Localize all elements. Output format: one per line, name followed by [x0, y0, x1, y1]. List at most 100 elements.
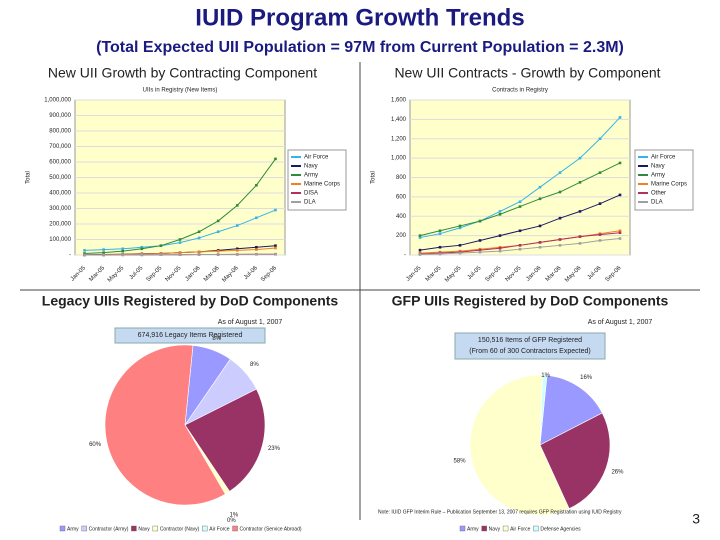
chart-title: New UII Contracts - Growth by Component — [394, 65, 660, 81]
data-point — [438, 229, 442, 233]
x-tick-label: Nov-05 — [165, 265, 183, 283]
legend-label: Other — [651, 191, 666, 197]
x-tick-label: Jan-06 — [525, 265, 543, 283]
data-point — [274, 246, 277, 250]
chart-title: GFP UIIs Registered by DoD Components — [392, 293, 669, 309]
data-point — [578, 242, 582, 245]
data-point — [178, 241, 182, 244]
data-point — [438, 252, 442, 256]
y-tick-label: 400,000 — [49, 191, 71, 197]
data-point — [478, 239, 482, 242]
y-axis-label: Total — [371, 171, 377, 184]
data-point — [235, 247, 239, 251]
legend-label: Marine Corps — [651, 182, 687, 188]
legend-label: Air Force — [651, 155, 676, 161]
legend-swatch — [502, 525, 509, 532]
legend-swatch — [131, 525, 137, 532]
data-point — [121, 247, 125, 251]
slice-label: 8% — [212, 336, 221, 342]
data-point — [518, 200, 522, 204]
data-point — [140, 245, 144, 249]
data-point — [578, 235, 582, 238]
y-tick-label: - — [69, 253, 71, 259]
y-tick-label: 500,000 — [49, 175, 71, 181]
y-tick-label: 200 — [396, 233, 407, 239]
data-point — [478, 248, 482, 252]
y-tick-label: 200,000 — [49, 222, 71, 228]
pie-slice — [539, 412, 611, 510]
data-point — [121, 249, 125, 253]
legend-label: Contractor (Service Abroad) — [240, 526, 302, 532]
data-point — [538, 241, 542, 244]
info-text: 150,516 Items of GFP Registered — [478, 337, 582, 344]
data-point — [178, 251, 182, 254]
y-tick-label: 1,200 — [391, 136, 407, 142]
data-point — [498, 210, 502, 213]
data-point — [235, 249, 239, 252]
data-point — [538, 185, 542, 189]
data-point — [274, 244, 277, 247]
data-point — [498, 246, 502, 250]
data-point — [558, 171, 562, 174]
data-point — [498, 213, 502, 216]
x-tick-label: May-05 — [444, 265, 463, 284]
legend-label: DLA — [304, 200, 316, 206]
y-tick-label: 400 — [396, 214, 407, 220]
data-point — [478, 219, 482, 223]
data-point — [538, 224, 542, 228]
chart-date: As of August 1, 2007 — [588, 319, 653, 326]
legend-swatch — [59, 525, 66, 532]
data-point — [598, 239, 602, 242]
x-tick-label: Sep-05 — [146, 265, 164, 283]
legend-label: DLA — [651, 200, 663, 206]
data-point — [558, 244, 562, 247]
data-point — [102, 248, 105, 251]
data-point — [235, 224, 239, 227]
data-point — [418, 236, 422, 239]
data-point — [558, 238, 562, 241]
data-point — [578, 156, 582, 160]
data-point — [159, 253, 163, 256]
data-point — [418, 253, 422, 256]
data-point — [159, 244, 163, 247]
legend-swatch — [481, 525, 487, 532]
chart-date: As of August 1, 2007 — [218, 319, 283, 326]
data-point — [255, 248, 258, 251]
legend-label: Army — [67, 526, 79, 532]
data-point — [458, 226, 462, 230]
y-tick-label: 1,000,000 — [44, 98, 71, 104]
data-point — [438, 245, 442, 249]
chart-subtitle: Contracts in Registry — [492, 88, 548, 94]
legend-box — [634, 149, 694, 211]
data-point — [598, 171, 602, 174]
data-point — [498, 249, 502, 253]
legend-swatch — [533, 525, 539, 532]
x-tick-label: Mar-05 — [425, 265, 443, 283]
data-point — [458, 224, 462, 228]
data-point — [458, 251, 462, 255]
slice-label: 60% — [89, 442, 102, 448]
data-point — [618, 237, 622, 240]
pie-slice — [539, 375, 603, 446]
chart-subtitle: UIIs in Registry (New Items) — [143, 88, 218, 94]
y-tick-label: 900,000 — [49, 113, 71, 119]
data-point — [598, 137, 602, 141]
chart-title: Legacy UIIs Registered by DoD Components — [42, 293, 339, 309]
data-point — [197, 230, 201, 234]
pie-slice — [104, 344, 226, 506]
y-tick-label: 1,000 — [391, 156, 407, 162]
x-tick-label: Jul-06 — [587, 265, 603, 281]
slice-label: 8% — [250, 362, 259, 368]
info-box — [114, 327, 266, 344]
data-point — [538, 197, 542, 201]
data-point — [216, 253, 220, 256]
data-point — [274, 252, 277, 256]
data-point — [102, 253, 105, 257]
info-text: (From 60 of 300 Contractors Expected) — [469, 348, 590, 355]
page-number: 3 — [692, 511, 700, 527]
slice-label: 23% — [268, 446, 281, 452]
legend-label: Navy — [651, 164, 665, 170]
data-point — [216, 249, 220, 253]
legend-label: Navy — [489, 526, 501, 532]
